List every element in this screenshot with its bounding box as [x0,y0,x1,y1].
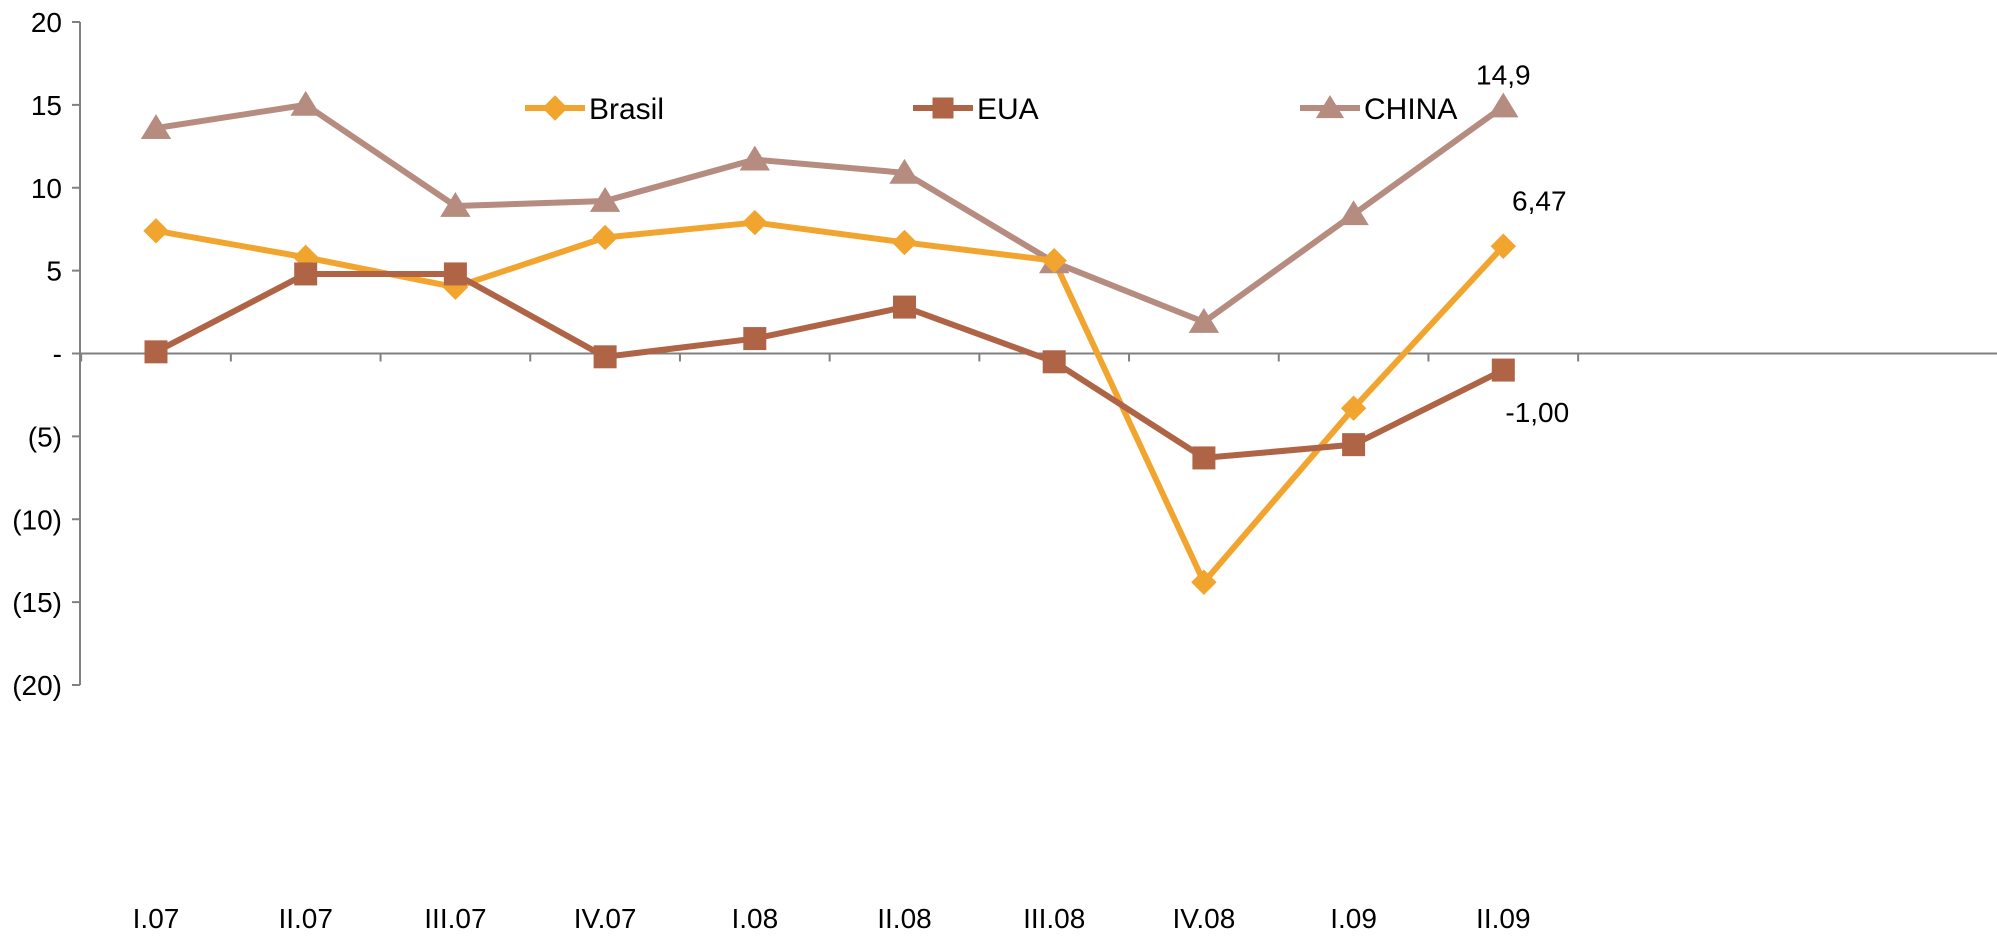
x-tick-label: III.07 [424,903,486,934]
data-point-eua [893,295,916,319]
x-tick-label: IV.07 [574,903,637,934]
data-point-brasil [891,229,918,256]
y-tick-label: (10) [12,504,62,535]
x-tick-labels: I.07 II.07 III.07 IV.07 I.08 II.08 III.08 IV.08… [133,903,1531,934]
data-point-china [1188,308,1220,333]
data-point-china [1338,200,1369,226]
y-tick-label: - [53,339,62,370]
legend-marker-brasil [542,95,568,121]
x-tick-label: I.09 [1330,903,1377,934]
legend: Brasil EUA CHINA [525,93,1457,126]
legend-label-brasil: Brasil [589,93,664,126]
data-point-china [589,187,621,212]
x-tick-label: II.08 [877,903,931,934]
x-tick-label: III.08 [1023,903,1085,934]
data-point-brasil [143,218,169,244]
data-point-china [739,145,770,171]
x-tick-label: II.07 [278,903,332,934]
legend-marker-eua [932,97,954,119]
y-tick-label: 20 [31,7,62,38]
x-tick-label: IV.08 [1172,903,1235,934]
data-point-china [889,158,920,184]
legend-marker-china [1315,95,1345,119]
x-tick-label: II.09 [1476,903,1530,934]
data-point-brasil [742,209,768,236]
data-point-china [1488,92,1519,118]
x-tick-label: I.08 [731,903,778,934]
y-tick-label: 10 [31,173,62,204]
y-tick-labels: 20 15 10 5 - (5) (10) (15) (20) [12,7,62,701]
data-point-brasil [1041,247,1067,274]
data-point-brasil [1490,233,1517,259]
data-point-china [290,90,321,116]
series-lines [153,101,1507,586]
data-point-brasil [592,224,618,251]
data-point-brasil [1191,569,1217,595]
data-label-china: 14,9 [1476,60,1531,91]
data-point-eua [593,345,617,369]
data-label-eua: -1,00 [1505,397,1569,428]
x-tick-label: I.07 [133,903,180,934]
y-tick-label: (15) [12,587,62,618]
data-label-brasil: 6,47 [1512,185,1567,216]
data-point-eua [1491,358,1515,382]
y-tick-label: 15 [31,90,62,121]
y-tick-label: (20) [12,670,62,701]
series-markers [140,90,1519,595]
data-point-eua [144,340,168,364]
data-point-china [440,192,471,217]
series-line-eua [153,270,1507,461]
data-labels: 14,9 6,47 -1,00 [1476,60,1569,429]
data-point-eua [1192,446,1216,470]
data-point-eua [743,327,767,351]
data-point-eua [1042,350,1066,374]
series-line-china [153,101,1507,326]
data-point-eua [294,262,318,286]
data-point-eua [1342,433,1366,457]
y-tick-label: 5 [46,256,62,287]
y-tick-label: (5) [28,421,62,452]
legend-label-china: CHINA [1364,93,1457,126]
data-point-china [140,114,172,139]
legend-label-eua: EUA [977,93,1039,126]
data-point-eua [443,262,467,286]
data-point-brasil [1340,395,1367,421]
